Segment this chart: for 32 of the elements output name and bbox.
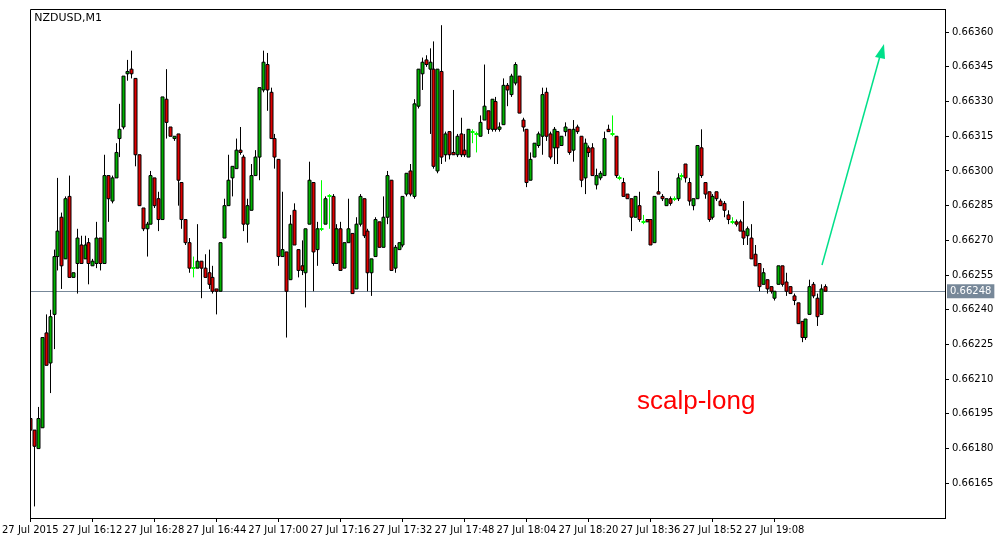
y-tick-label: 0.66225 — [952, 338, 994, 350]
x-tick-label: 27 Jul 2015 — [1, 523, 59, 535]
y-tick-label: 0.66165 — [952, 476, 994, 488]
y-tick-label: 0.66270 — [952, 233, 994, 245]
x-tick-label: 27 Jul 16:28 — [124, 523, 185, 535]
x-tick-label: 27 Jul 17:32 — [372, 523, 433, 535]
y-tick-label: 0.66345 — [952, 60, 994, 72]
x-tick-label: 27 Jul 18:20 — [558, 523, 619, 535]
y-tick-label: 0.66255 — [952, 268, 994, 280]
y-tick-label: 0.66300 — [952, 164, 994, 176]
y-tick-label: 0.66180 — [952, 442, 994, 454]
x-tick-label: 27 Jul 17:48 — [434, 523, 495, 535]
y-tick-label: 0.66360 — [952, 25, 994, 37]
ref-line-label: 0.66248 — [950, 284, 992, 296]
y-tick-label: 0.66210 — [952, 372, 994, 384]
y-tick-label: 0.66285 — [952, 199, 994, 211]
x-tick-label: 27 Jul 18:04 — [496, 523, 557, 535]
x-tick-label: 27 Jul 17:00 — [248, 523, 309, 535]
annotation: scalp-long — [636, 385, 756, 416]
x-tick-label: 27 Jul 16:44 — [186, 523, 247, 535]
x-tick-label: 27 Jul 18:36 — [620, 523, 681, 535]
y-tick-label: 0.66195 — [952, 407, 994, 419]
candlestick — [776, 265, 781, 285]
x-tick-label: 27 Jul 17:16 — [310, 523, 371, 535]
y-tick-label: 0.66315 — [952, 129, 994, 141]
x-tick-label: 27 Jul 19:08 — [744, 523, 805, 535]
candlestick — [218, 242, 223, 292]
x-tick-label: 27 Jul 18:52 — [682, 523, 743, 535]
chart-title: NZDUSD,M1 — [34, 11, 103, 25]
x-tick-label: 27 Jul 16:12 — [62, 523, 123, 535]
y-tick-label: 0.66240 — [952, 303, 994, 315]
y-tick-label: 0.66330 — [952, 95, 994, 107]
